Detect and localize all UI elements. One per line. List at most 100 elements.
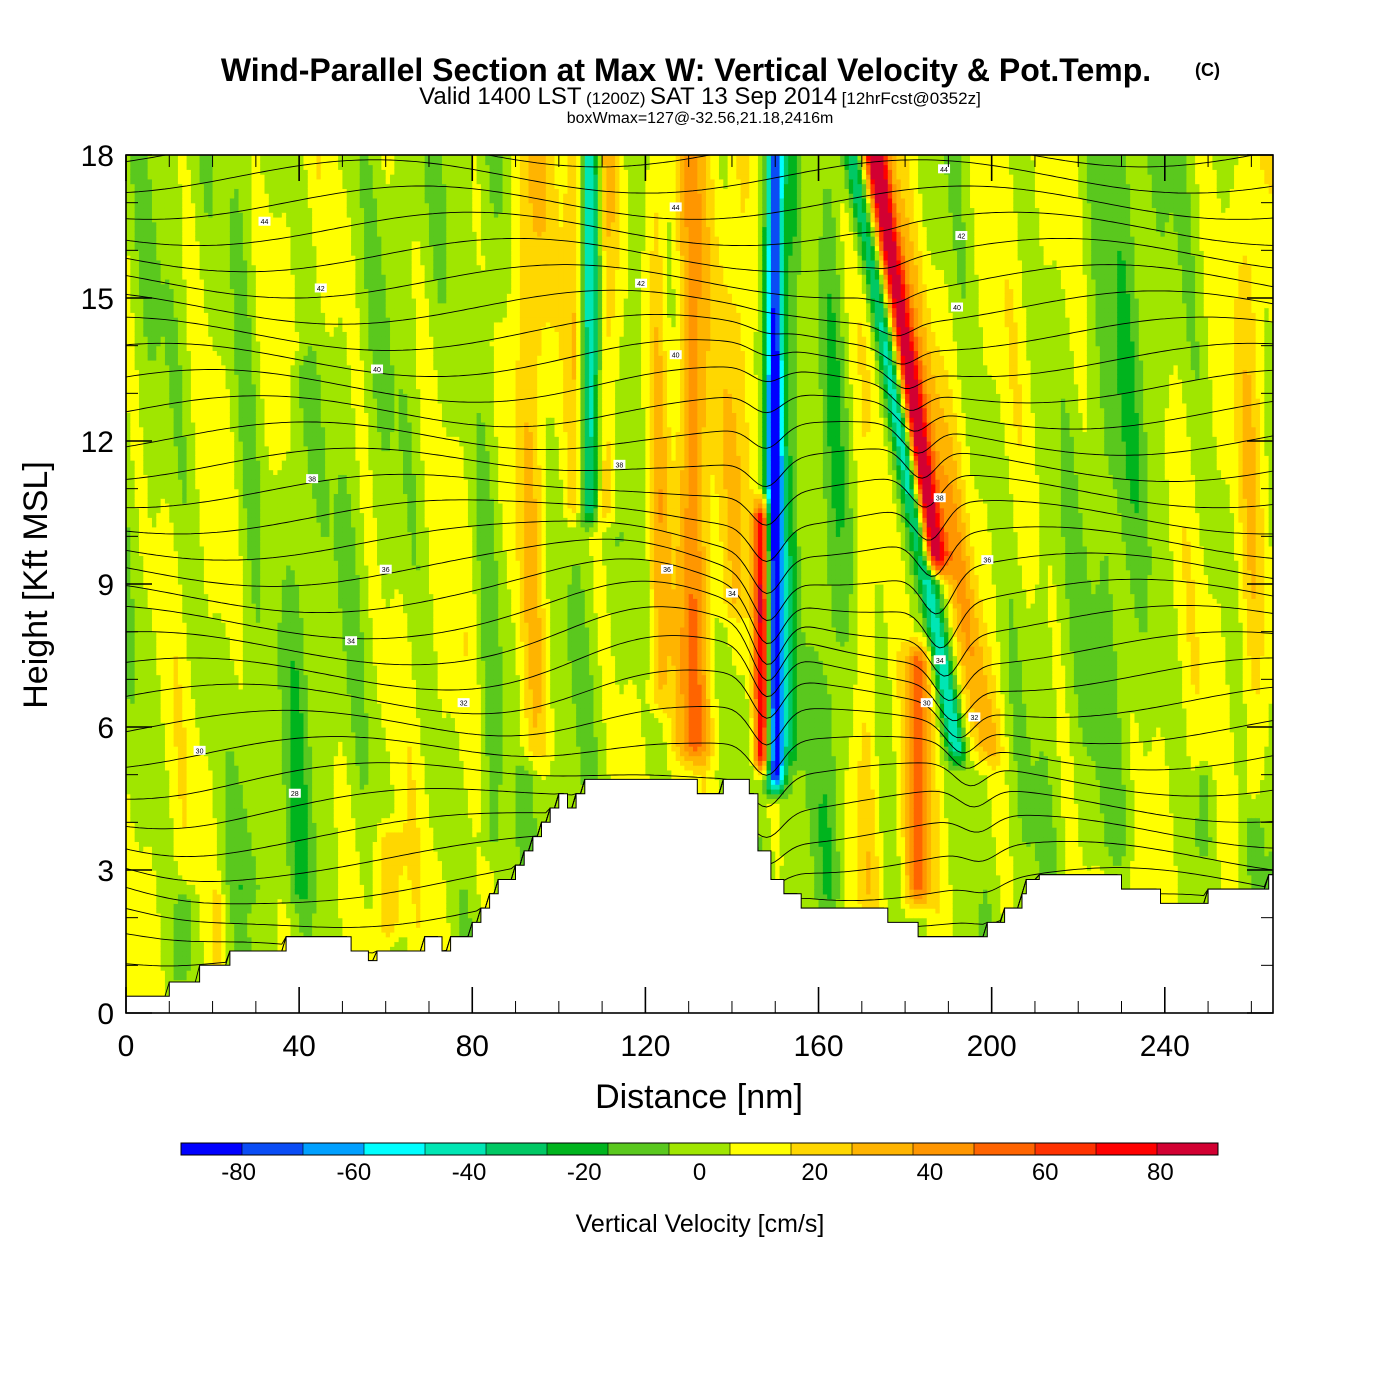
velocity-cell	[130, 651, 135, 656]
velocity-cell	[139, 308, 144, 313]
velocity-cell	[130, 288, 135, 293]
velocity-cell	[135, 193, 140, 198]
velocity-cell	[130, 589, 135, 594]
velocity-cell	[130, 370, 135, 375]
velocity-cell	[135, 336, 140, 341]
velocity-cell	[135, 455, 140, 460]
velocity-cell	[139, 651, 144, 656]
velocity-cell	[130, 636, 135, 641]
velocity-cell	[148, 622, 153, 627]
velocity-cell	[130, 980, 135, 985]
velocity-cell	[139, 756, 144, 761]
velocity-cell	[143, 389, 148, 394]
velocity-cell	[139, 679, 144, 684]
velocity-cell	[139, 422, 144, 427]
velocity-cell	[135, 884, 140, 889]
velocity-cell	[139, 489, 144, 494]
velocity-cell	[148, 746, 153, 751]
velocity-cell	[130, 498, 135, 503]
velocity-cell	[130, 331, 135, 336]
velocity-cell	[139, 303, 144, 308]
velocity-cell	[148, 322, 153, 327]
velocity-cell	[130, 860, 135, 865]
velocity-cell	[139, 427, 144, 432]
velocity-cell	[148, 527, 153, 532]
velocity-cell	[130, 179, 135, 184]
velocity-cell	[143, 365, 148, 370]
velocity-cell	[135, 288, 140, 293]
velocity-cell	[130, 984, 135, 989]
velocity-cell	[143, 942, 148, 947]
velocity-cell	[135, 679, 140, 684]
velocity-cell	[135, 393, 140, 398]
velocity-cell	[143, 975, 148, 980]
velocity-cell	[143, 846, 148, 851]
velocity-cell	[139, 894, 144, 899]
velocity-cell	[139, 880, 144, 885]
velocity-cell	[148, 822, 153, 827]
velocity-cell	[130, 837, 135, 842]
velocity-cell	[139, 574, 144, 579]
velocity-cell	[143, 741, 148, 746]
velocity-cell	[130, 965, 135, 970]
velocity-cell	[130, 808, 135, 813]
velocity-cell	[139, 269, 144, 274]
velocity-cell	[130, 489, 135, 494]
velocity-cell	[139, 746, 144, 751]
velocity-cell	[130, 260, 135, 265]
velocity-cell	[135, 937, 140, 942]
velocity-cell	[148, 922, 153, 927]
velocity-cell	[148, 837, 153, 842]
velocity-cell	[135, 617, 140, 622]
velocity-cell	[143, 670, 148, 675]
velocity-cell	[139, 250, 144, 255]
velocity-cell	[148, 899, 153, 904]
velocity-cell	[130, 174, 135, 179]
velocity-cell	[148, 346, 153, 351]
velocity-cell	[148, 308, 153, 313]
velocity-cell	[135, 808, 140, 813]
velocity-cell	[143, 617, 148, 622]
velocity-cell	[135, 513, 140, 518]
velocity-cell	[139, 207, 144, 212]
velocity-cell	[148, 784, 153, 789]
velocity-cell	[135, 265, 140, 270]
velocity-cell	[148, 946, 153, 951]
velocity-cell	[139, 913, 144, 918]
velocity-cell	[130, 832, 135, 837]
velocity-cell	[143, 493, 148, 498]
velocity-cell	[130, 212, 135, 217]
velocity-cell	[130, 231, 135, 236]
velocity-cell	[143, 737, 148, 742]
velocity-cell	[143, 355, 148, 360]
velocity-cell	[130, 493, 135, 498]
velocity-cell	[148, 489, 153, 494]
velocity-cell	[148, 641, 153, 646]
velocity-cell	[148, 560, 153, 565]
velocity-cell	[148, 789, 153, 794]
velocity-cell	[148, 365, 153, 370]
velocity-cell	[148, 679, 153, 684]
velocity-cell	[143, 894, 148, 899]
velocity-cell	[148, 975, 153, 980]
velocity-cell	[130, 622, 135, 627]
velocity-cell	[143, 799, 148, 804]
velocity-cell	[135, 360, 140, 365]
velocity-cell	[130, 155, 135, 160]
velocity-cell	[143, 570, 148, 575]
velocity-cell	[148, 841, 153, 846]
velocity-cell	[143, 560, 148, 565]
velocity-cell	[135, 227, 140, 232]
velocity-cell	[139, 460, 144, 465]
velocity-cell	[143, 622, 148, 627]
velocity-cell	[130, 713, 135, 718]
velocity-cell	[135, 327, 140, 332]
velocity-cell	[148, 598, 153, 603]
velocity-cell	[148, 651, 153, 656]
velocity-cell	[139, 417, 144, 422]
velocity-cell	[143, 694, 148, 699]
velocity-cell	[139, 169, 144, 174]
velocity-cell	[135, 965, 140, 970]
velocity-cell	[135, 222, 140, 227]
velocity-cell	[130, 536, 135, 541]
